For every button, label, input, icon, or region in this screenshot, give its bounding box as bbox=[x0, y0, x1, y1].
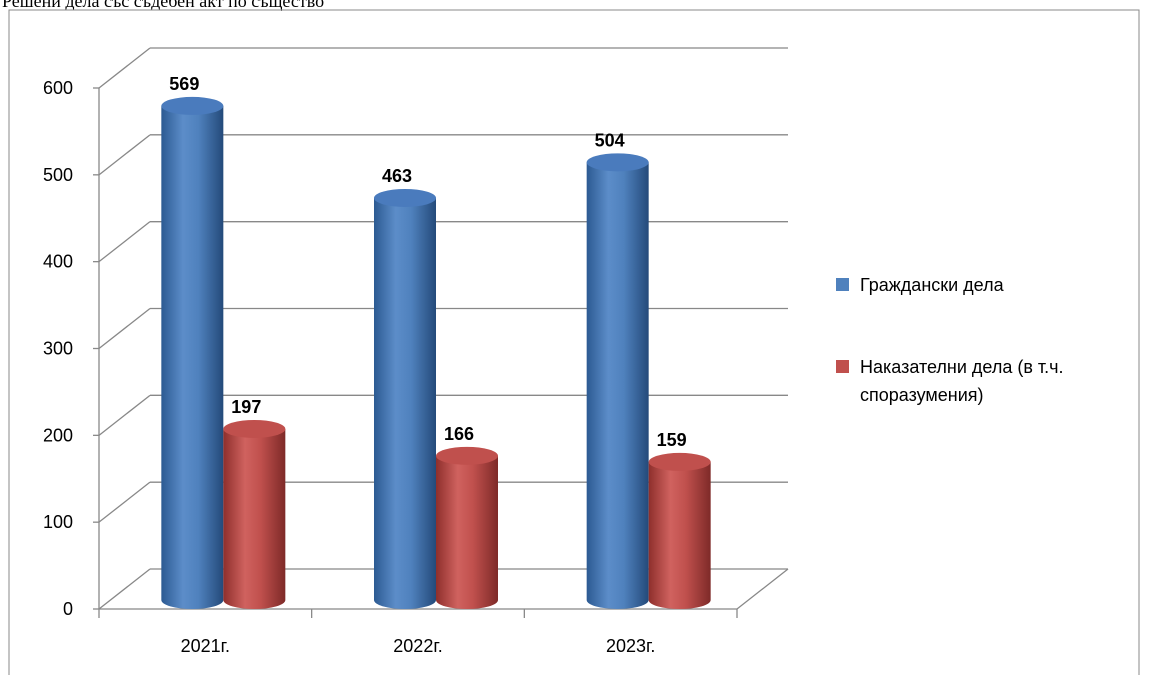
data-label: 504 bbox=[595, 130, 625, 150]
data-label: 166 bbox=[444, 424, 474, 444]
bar-body bbox=[374, 197, 436, 609]
bar bbox=[436, 446, 498, 609]
x-tick-label: 2023г. bbox=[606, 636, 655, 656]
y-tick-label: 0 bbox=[63, 599, 73, 619]
data-label: 463 bbox=[382, 166, 412, 186]
y-tick-label: 300 bbox=[43, 339, 73, 359]
legend-swatch bbox=[836, 360, 849, 373]
y-tick-label: 600 bbox=[43, 78, 73, 98]
gridline-side bbox=[98, 221, 151, 263]
bar-top bbox=[223, 419, 286, 438]
bar-body bbox=[648, 461, 711, 609]
bar-body bbox=[436, 455, 498, 609]
gridline-side bbox=[98, 568, 151, 610]
bar-body bbox=[161, 105, 224, 609]
data-label: 197 bbox=[231, 397, 261, 417]
bar-top bbox=[161, 96, 224, 115]
data-labels: 569 197 463 166 504 159 bbox=[169, 74, 686, 450]
data-label: 569 bbox=[169, 74, 199, 94]
gridline-side bbox=[98, 134, 151, 176]
bar-top bbox=[436, 446, 498, 465]
x-tick-label: 2022г. bbox=[393, 636, 442, 656]
bar bbox=[374, 188, 436, 609]
y-tick-label: 400 bbox=[43, 252, 73, 272]
gridline-side bbox=[98, 394, 151, 436]
chart-frame bbox=[8, 9, 1140, 675]
legend-label: Граждански дела bbox=[860, 275, 1005, 295]
chart-border bbox=[8, 9, 1140, 675]
y-tick-label: 500 bbox=[43, 165, 73, 185]
bar-top bbox=[374, 188, 436, 207]
bar-body bbox=[223, 428, 286, 610]
legend-swatch bbox=[836, 278, 849, 291]
chart-caption: Решени дела със съдебен акт по същество bbox=[2, 0, 325, 11]
bar-body bbox=[586, 162, 649, 609]
bar bbox=[161, 96, 224, 609]
y-tick-label: 100 bbox=[43, 512, 73, 532]
bars bbox=[161, 96, 711, 610]
axes: 0 100 200 300 400 500 600 2021г. 2022г. 2023г. bbox=[43, 78, 789, 656]
legend-label: Наказателни дела (в т.ч. bbox=[860, 357, 1064, 377]
legend-label: споразумения) bbox=[860, 385, 984, 405]
x-tick-label: 2021г. bbox=[181, 636, 230, 656]
gridline-side bbox=[98, 481, 151, 523]
bar bbox=[648, 452, 711, 609]
bar bbox=[223, 419, 286, 610]
y-tick-label: 200 bbox=[43, 425, 73, 445]
bar-top bbox=[648, 452, 711, 471]
data-label: 159 bbox=[657, 430, 687, 450]
gridline-side bbox=[98, 307, 151, 350]
legend: Граждански дела Наказателни дела (в т.ч. с… bbox=[836, 275, 1064, 405]
bar bbox=[586, 153, 649, 609]
gridline-side bbox=[98, 47, 151, 89]
bar-top bbox=[586, 153, 649, 172]
